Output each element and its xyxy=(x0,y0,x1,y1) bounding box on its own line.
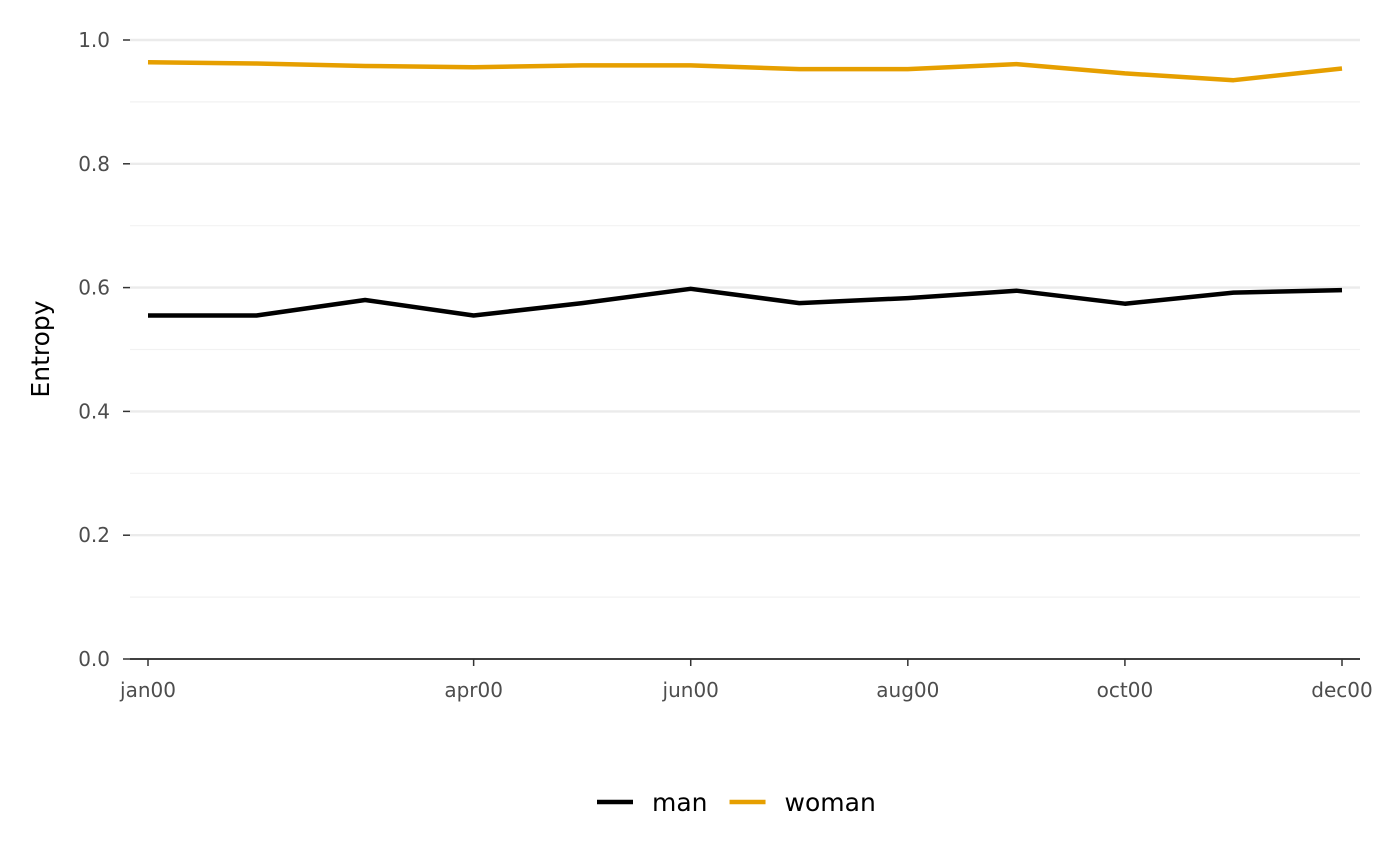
y-tick-label: 1.0 xyxy=(78,28,110,52)
x-tick-label: jan00 xyxy=(119,678,176,702)
legend-label-man: man xyxy=(652,788,708,817)
grid-lines xyxy=(130,38,1360,598)
y-tick-label: 0.8 xyxy=(78,152,110,176)
x-axis: jan00 apr00 jun00 aug00 oct00 dec00 xyxy=(119,658,1373,702)
y-axis-title: Entropy xyxy=(26,300,55,397)
y-tick-label: 0.2 xyxy=(78,523,110,547)
x-tick-label: aug00 xyxy=(876,678,939,702)
y-tick-label: 0.0 xyxy=(78,647,110,671)
x-tick-label: apr00 xyxy=(444,678,503,702)
x-tick-label: jun00 xyxy=(662,678,719,702)
series-line-man xyxy=(148,286,1343,318)
series-lines xyxy=(147,60,1343,318)
legend: man woman xyxy=(597,788,876,817)
y-tick-label: 0.6 xyxy=(78,276,110,300)
series-line-woman xyxy=(147,60,1343,83)
y-tick-label: 0.4 xyxy=(78,399,110,423)
y-axis: 0.0 0.2 0.4 0.6 0.8 1.0 xyxy=(78,28,130,671)
x-tick-label: dec00 xyxy=(1311,678,1372,702)
legend-label-woman: woman xyxy=(785,788,876,817)
x-tick-label: oct00 xyxy=(1097,678,1154,702)
